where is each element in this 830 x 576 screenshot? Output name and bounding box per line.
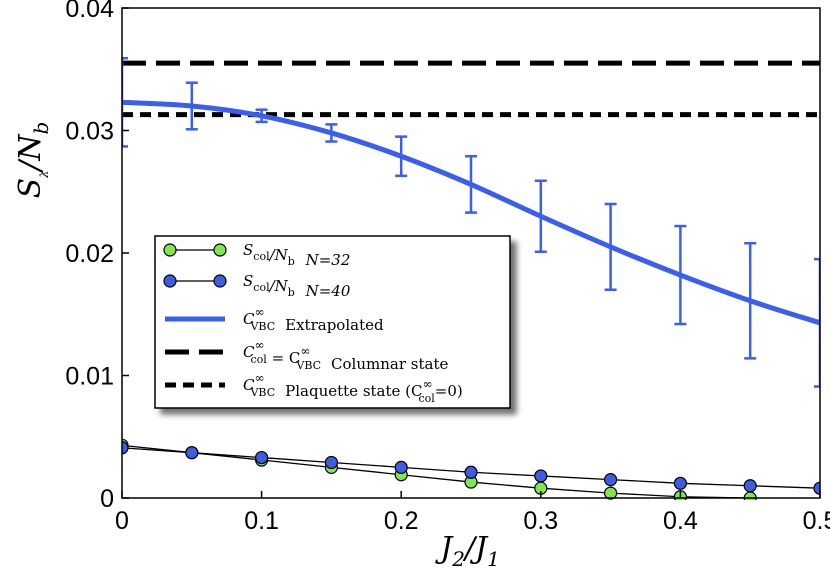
error-bar	[185, 81, 198, 131]
error-bar	[744, 241, 757, 360]
legend-label: Scol/Nb N=40	[243, 272, 351, 300]
legend-label: C∞ col = C∞ VBC Columnar state	[243, 338, 448, 373]
legend-marker	[213, 243, 227, 257]
error-bar	[814, 257, 820, 388]
data-point	[464, 465, 478, 479]
legend-marker	[213, 274, 227, 288]
legend-label: C∞ VBC Extrapolated	[243, 305, 384, 334]
data-point	[185, 446, 199, 460]
x-axis-title-sub2: 1	[487, 547, 500, 571]
data-point	[324, 455, 338, 470]
data-point	[255, 450, 269, 465]
error-bar	[122, 56, 128, 148]
x-axis-title-main: J	[434, 531, 454, 566]
y-tick-label: 0.03	[65, 118, 114, 146]
error-bar	[674, 224, 687, 326]
error-bar	[604, 202, 617, 291]
y-tick-label: 0.01	[65, 363, 114, 391]
data-point	[673, 476, 688, 490]
y-axis-title-main: S	[13, 178, 48, 199]
error-bar	[255, 108, 268, 124]
error-bar	[395, 135, 408, 178]
legend-box	[154, 235, 511, 409]
y-axis-title-sub1: λ	[38, 171, 51, 179]
data-point	[534, 469, 548, 483]
y-axis-title-slash: /N	[13, 133, 48, 174]
y-axis-title: Sλ/Nb	[13, 122, 53, 199]
series-line-0	[122, 444, 751, 499]
legend-marker	[163, 243, 177, 257]
y-tick-label: 0.02	[65, 240, 114, 268]
x-axis-title: J2/J1	[434, 531, 500, 571]
y-axis-title-sub2: b	[29, 122, 53, 135]
x-axis-title-sub1: 2	[451, 547, 465, 571]
error-bar	[325, 123, 338, 143]
data-point	[813, 481, 820, 495]
x-tick-label: 0.3	[523, 507, 558, 535]
x-tick-label: 0.2	[384, 507, 419, 535]
data-point	[743, 479, 757, 493]
data-point	[122, 441, 129, 455]
x-tick-label: 0.4	[663, 507, 698, 535]
data-point	[603, 473, 618, 487]
data-point	[603, 486, 618, 500]
error-bar	[534, 179, 547, 254]
svg-text:Sλ/Nb: Sλ/Nb	[13, 122, 53, 199]
axes: 0 0.1 0.2 0.3 0.4 0.5 0 0.01 0.02 0.03 0.04	[65, 0, 830, 535]
legend: Scol/Nb N=32 Scol/Nb N=40 C∞ VBC Extrapolate…	[154, 235, 511, 409]
svg-text:J2/J1: J2/J1	[434, 531, 500, 571]
legend-marker	[163, 274, 177, 288]
legend-label: C∞ VBC Plaquette state (C∞ col=0)	[243, 371, 463, 405]
x-axis-title-slash: /J	[462, 531, 489, 566]
x-tick-label: 0.1	[244, 507, 279, 535]
x-tick-label: 0.5	[803, 507, 830, 535]
data-point	[394, 460, 408, 474]
y-tick-label: 0.04	[65, 0, 114, 23]
y-tick-label: 0	[100, 485, 114, 513]
x-tick-label: 0	[115, 507, 129, 535]
legend-label: Scol/Nb N=32	[243, 241, 350, 269]
error-bar	[465, 154, 477, 214]
